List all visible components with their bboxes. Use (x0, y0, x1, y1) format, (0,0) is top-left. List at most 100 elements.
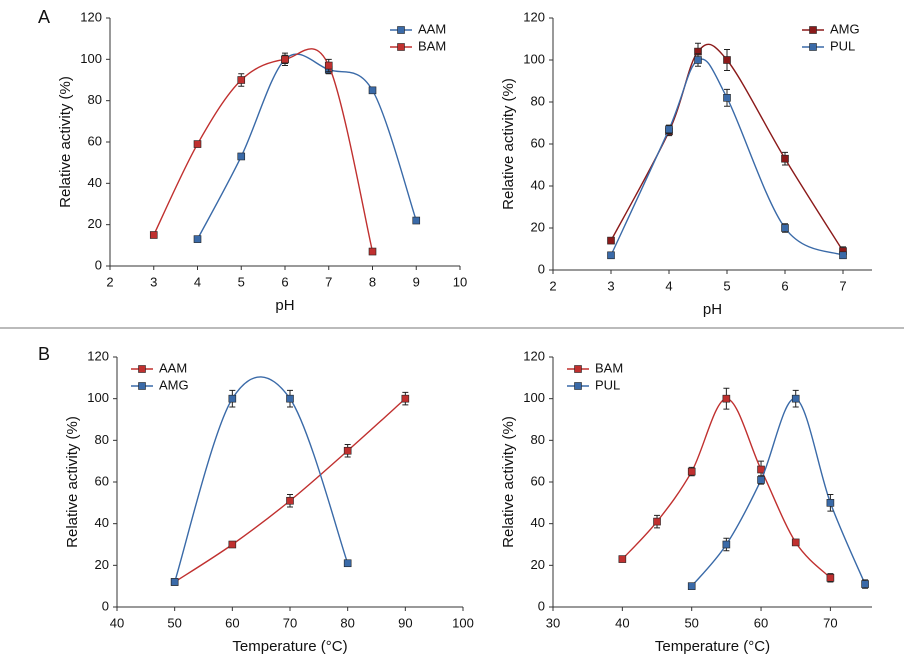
x-tick-label: 7 (325, 274, 332, 289)
x-axis-label: Temperature (°C) (655, 638, 770, 655)
data-point (286, 394, 294, 403)
x-tick-label: 40 (615, 615, 629, 630)
data-point (607, 251, 615, 260)
legend-marker (138, 382, 146, 390)
series-line (174, 398, 406, 583)
legend-label: BAM (418, 38, 446, 53)
y-tick-label: 100 (80, 51, 102, 66)
data-point (687, 467, 696, 476)
legend-marker (574, 365, 582, 373)
legend-label: AAM (418, 21, 446, 36)
y-tick-label: 20 (95, 557, 109, 572)
legend-marker (809, 43, 817, 51)
x-tick-label: 7 (839, 278, 846, 293)
x-tick-label: 80 (340, 615, 354, 630)
y-tick-label: 120 (523, 348, 545, 363)
y-tick-label: 100 (523, 390, 545, 405)
data-point (861, 580, 869, 588)
y-axis-label: Relative activity (%) (500, 416, 517, 548)
x-tick-label: 40 (110, 615, 124, 630)
legend-label: BAM (595, 360, 623, 375)
x-tick-label: 2 (106, 274, 113, 289)
data-point (237, 76, 246, 84)
x-tick-label: 6 (281, 274, 288, 289)
data-point (757, 476, 765, 484)
panel-label: A (38, 7, 50, 27)
data-point (687, 582, 696, 590)
x-tick-label: 4 (665, 278, 672, 293)
data-point (723, 56, 731, 64)
data-point (228, 540, 237, 549)
x-tick-label: 4 (194, 274, 201, 289)
data-point (343, 559, 352, 568)
y-tick-label: 80 (531, 432, 545, 447)
y-tick-label: 20 (531, 219, 545, 234)
panel-label: B (38, 344, 50, 364)
x-tick-label: 60 (754, 615, 768, 630)
data-point (237, 152, 246, 161)
y-tick-label: 20 (531, 557, 545, 572)
series-line (691, 397, 866, 587)
data-point (791, 394, 800, 403)
x-axis-label: Temperature (°C) (232, 638, 347, 655)
data-point (324, 61, 333, 70)
data-point (694, 56, 702, 64)
x-tick-label: 5 (238, 274, 245, 289)
x-tick-label: 50 (167, 615, 181, 630)
data-point (401, 394, 410, 403)
data-point (826, 499, 835, 507)
x-tick-label: 100 (452, 615, 474, 630)
legend-label: AAM (159, 360, 187, 375)
data-point (607, 236, 615, 245)
x-tick-label: 2 (549, 278, 556, 293)
y-tick-label: 100 (523, 51, 545, 66)
legend-marker (397, 43, 405, 51)
y-axis-label: Relative activity (%) (500, 78, 517, 210)
y-tick-label: 0 (95, 257, 102, 272)
data-point (368, 86, 377, 95)
data-point (665, 125, 673, 134)
x-tick-label: 8 (369, 274, 376, 289)
legend-marker (574, 382, 582, 390)
x-tick-label: 3 (607, 278, 614, 293)
data-point (343, 446, 352, 455)
y-tick-label: 60 (531, 473, 545, 488)
x-axis-label: pH (275, 297, 294, 314)
x-axis-label: pH (703, 301, 722, 318)
series-line (173, 376, 349, 583)
legend-label: AMG (830, 21, 860, 36)
x-tick-label: 90 (398, 615, 412, 630)
y-tick-label: 80 (88, 92, 102, 107)
data-point (722, 540, 731, 549)
x-tick-label: 50 (684, 615, 698, 630)
data-point (781, 224, 789, 232)
data-point (618, 555, 627, 563)
data-point (193, 235, 202, 243)
x-tick-label: 60 (225, 615, 239, 630)
data-point (412, 216, 421, 225)
data-point (193, 140, 202, 148)
y-tick-label: 20 (88, 216, 102, 231)
series-line (153, 48, 374, 252)
data-point (149, 231, 158, 239)
y-tick-label: 40 (95, 515, 109, 530)
data-point (791, 538, 800, 547)
x-tick-label: 6 (781, 278, 788, 293)
y-tick-label: 40 (88, 175, 102, 190)
y-tick-label: 80 (531, 93, 545, 108)
x-tick-label: 3 (150, 274, 157, 289)
y-tick-label: 120 (523, 9, 545, 24)
y-tick-label: 100 (87, 390, 109, 405)
data-point (286, 496, 294, 505)
legend-marker (809, 26, 817, 34)
data-point (723, 94, 731, 102)
y-tick-label: 0 (102, 598, 109, 613)
data-point (368, 247, 377, 256)
x-tick-label: 10 (453, 274, 467, 289)
legend-label: PUL (830, 38, 855, 53)
data-point (826, 574, 835, 582)
y-tick-label: 60 (531, 135, 545, 150)
y-tick-label: 0 (538, 598, 545, 613)
series-line (196, 53, 417, 240)
